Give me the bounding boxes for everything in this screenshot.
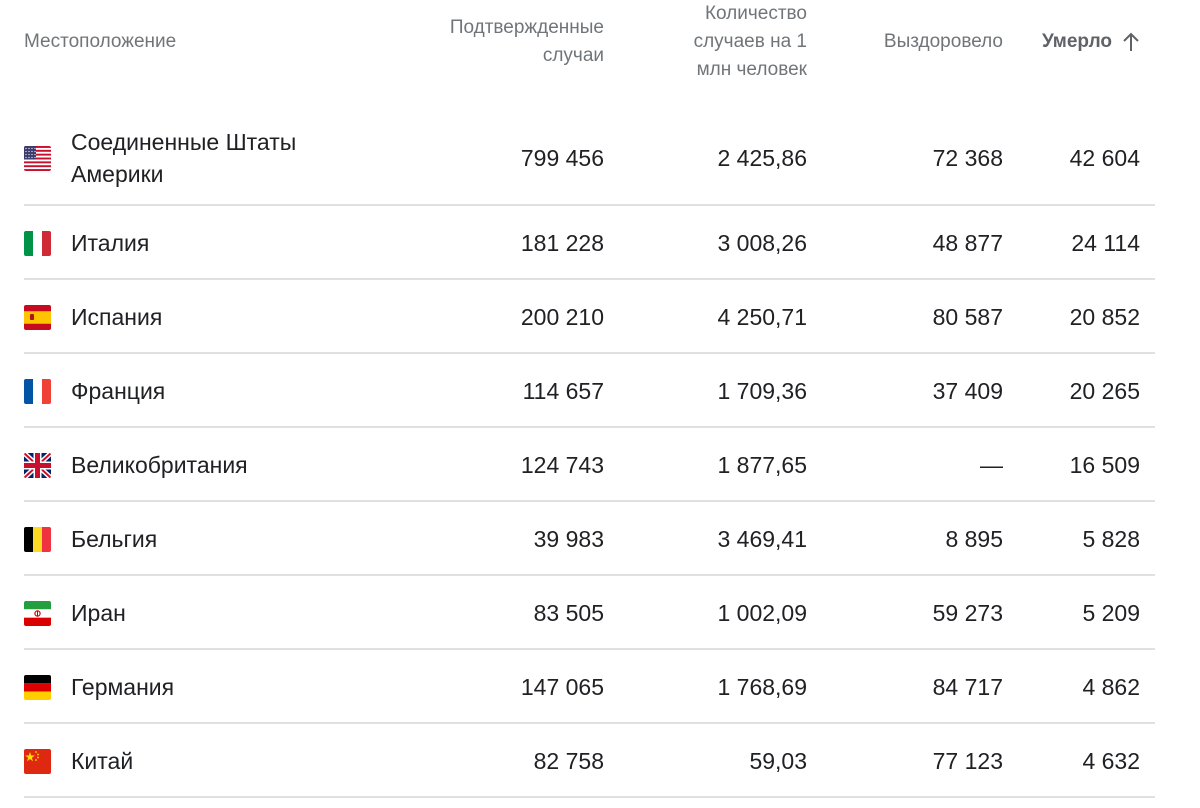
cases-per-million-cell: 1 768,69 xyxy=(717,674,807,700)
arrow-up-icon xyxy=(1123,32,1139,51)
deaths-cell: 16 509 xyxy=(1069,452,1140,478)
flag-germany-icon xyxy=(24,674,51,700)
deaths-cell: 5 828 xyxy=(1082,526,1140,552)
confirmed-cases-cell: 124 743 xyxy=(520,452,604,478)
table-row[interactable]: Германия 147 065 1 768,69 84 717 4 862 xyxy=(0,650,1200,724)
confirmed-cases-cell: 147 065 xyxy=(520,674,604,700)
row-divider xyxy=(24,500,1155,502)
deaths-cell: 5 209 xyxy=(1082,600,1140,626)
country-name: Великобритания xyxy=(71,449,248,481)
country-name: Иран xyxy=(71,597,126,629)
cases-per-million-cell: 4 250,71 xyxy=(717,304,807,330)
flag-italy-icon xyxy=(24,230,51,256)
confirmed-cases-cell: 200 210 xyxy=(520,304,604,330)
flag-belgium-icon xyxy=(24,526,51,552)
cases-per-million-cell: 1 877,65 xyxy=(717,452,807,478)
deaths-cell: 4 862 xyxy=(1082,674,1140,700)
confirmed-cases-cell: 83 505 xyxy=(533,600,604,626)
country-name-line: Бельгия xyxy=(71,526,158,552)
recovered-cell: 59 273 xyxy=(932,600,1003,626)
country-name: Италия xyxy=(71,227,149,259)
recovered-cell: 77 123 xyxy=(932,748,1003,774)
table-row[interactable]: Италия 181 228 3 008,26 48 877 24 114 xyxy=(0,206,1200,280)
table-row[interactable]: Великобритания 124 743 1 877,65 — 16 509 xyxy=(0,428,1200,502)
cases-per-million-cell: 3 008,26 xyxy=(717,230,807,256)
country-name-line: Китай xyxy=(71,748,134,774)
table-row[interactable]: Иран 83 505 1 002,09 59 273 5 209 xyxy=(0,576,1200,650)
country-name: Соединенные Штаты Америки xyxy=(71,126,296,190)
flag-spain-icon xyxy=(24,304,51,330)
row-divider xyxy=(24,574,1155,576)
deaths-cell: 42 604 xyxy=(1069,145,1140,171)
recovered-cell: 37 409 xyxy=(932,378,1003,404)
row-divider xyxy=(24,648,1155,650)
column-header-location[interactable]: Местоположение xyxy=(24,31,177,52)
row-divider xyxy=(24,278,1155,280)
country-name-line: Испания xyxy=(71,304,163,330)
column-header-deaths-label: Умерло xyxy=(1041,31,1112,52)
row-divider xyxy=(24,352,1155,354)
column-header-recovered[interactable]: Выздоровело xyxy=(883,31,1003,52)
confirmed-cases-cell: 799 456 xyxy=(520,145,604,171)
column-header-confirmed-line-2: случаи xyxy=(542,45,604,66)
flag-uk-icon xyxy=(24,452,51,478)
recovered-cell: 72 368 xyxy=(932,145,1003,171)
country-name: Франция xyxy=(71,375,165,407)
country-name: Испания xyxy=(71,301,162,333)
deaths-cell: 20 265 xyxy=(1069,378,1140,404)
row-divider xyxy=(24,204,1155,206)
cases-per-million-cell: 2 425,86 xyxy=(717,145,807,171)
deaths-cell: 20 852 xyxy=(1069,304,1140,330)
country-name-line: Италия xyxy=(71,230,150,256)
cases-per-million-cell: 1 002,09 xyxy=(717,600,807,626)
recovered-cell: 8 895 xyxy=(945,526,1003,552)
cases-per-million-cell: 3 469,41 xyxy=(717,526,807,552)
flag-france-icon xyxy=(24,378,51,404)
cases-per-million-cell: 1 709,36 xyxy=(717,378,807,404)
column-header-per-million-line-1: Количество xyxy=(704,3,807,24)
deaths-cell: 4 632 xyxy=(1082,748,1140,774)
column-header-per-million-line-3: млн человек xyxy=(696,59,807,80)
flag-usa-icon xyxy=(24,145,51,171)
country-name-line: Иран xyxy=(71,600,126,626)
table-row[interactable]: Франция 114 657 1 709,36 37 409 20 265 xyxy=(0,354,1200,428)
country-name-line: Франция xyxy=(71,378,166,404)
table-row[interactable]: Соединенные Штаты Америки 799 456 2 425,86 7… xyxy=(0,110,1200,206)
country-name: Германия xyxy=(71,671,174,703)
column-header-deaths[interactable]: Умерло xyxy=(1010,28,1140,56)
country-name-line: Америки xyxy=(71,161,164,187)
recovered-cell: 80 587 xyxy=(932,304,1003,330)
cases-per-million-cell: 59,03 xyxy=(749,748,807,774)
flag-china-icon xyxy=(24,748,51,774)
recovered-cell: 48 877 xyxy=(932,230,1003,256)
row-divider xyxy=(24,796,1155,798)
row-divider xyxy=(24,722,1155,724)
confirmed-cases-cell: 82 758 xyxy=(533,748,604,774)
column-header-confirmed-line-1: Подтвержденные xyxy=(449,17,604,38)
country-name-line: Соединенные Штаты xyxy=(71,129,297,155)
confirmed-cases-cell: 181 228 xyxy=(520,230,604,256)
confirmed-cases-cell: 114 657 xyxy=(522,378,604,404)
column-header-per-million-line-2: случаев на 1 xyxy=(693,31,807,52)
column-header-per-million[interactable]: Количество случаев на 1 млн человек xyxy=(640,0,807,84)
recovered-cell: — xyxy=(980,452,1003,478)
table-row[interactable]: Бельгия 39 983 3 469,41 8 895 5 828 xyxy=(0,502,1200,576)
country-name: Бельгия xyxy=(71,523,157,555)
country-name: Китай xyxy=(71,745,133,777)
country-name-line: Германия xyxy=(71,674,175,700)
confirmed-cases-cell: 39 983 xyxy=(533,526,604,552)
recovered-cell: 84 717 xyxy=(932,674,1003,700)
deaths-cell: 24 114 xyxy=(1071,230,1140,256)
table-row[interactable]: Испания 200 210 4 250,71 80 587 20 852 xyxy=(0,280,1200,354)
country-name-line: Великобритания xyxy=(71,452,248,478)
table-row[interactable]: Китай 82 758 59,03 77 123 4 632 xyxy=(0,724,1200,798)
flag-iran-icon xyxy=(24,600,51,626)
column-header-confirmed[interactable]: Подтвержденные случаи xyxy=(380,14,604,70)
row-divider xyxy=(24,426,1155,428)
